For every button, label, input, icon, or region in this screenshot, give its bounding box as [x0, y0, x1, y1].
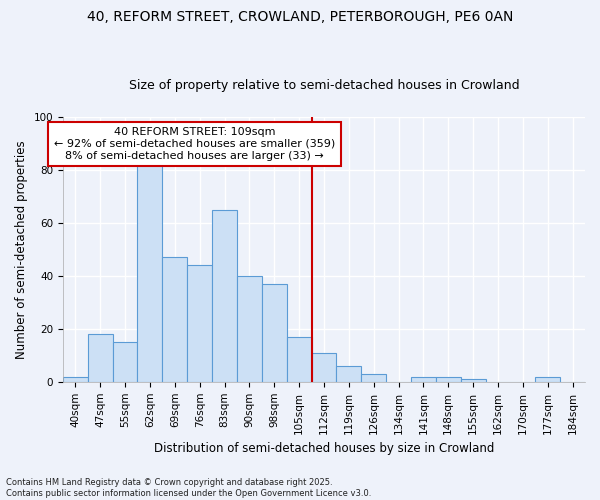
Bar [187, 265, 212, 382]
Text: 40 REFORM STREET: 109sqm
← 92% of semi-detached houses are smaller (359)
8% of s: 40 REFORM STREET: 109sqm ← 92% of semi-d… [54, 128, 335, 160]
Bar [63, 376, 88, 382]
Bar [237, 276, 262, 382]
Y-axis label: Number of semi-detached properties: Number of semi-detached properties [15, 140, 28, 358]
Bar [262, 284, 287, 382]
Bar [163, 257, 187, 382]
Bar [113, 342, 137, 382]
X-axis label: Distribution of semi-detached houses by size in Crowland: Distribution of semi-detached houses by … [154, 442, 494, 455]
Title: Size of property relative to semi-detached houses in Crowland: Size of property relative to semi-detach… [128, 79, 519, 92]
Text: 40, REFORM STREET, CROWLAND, PETERBOROUGH, PE6 0AN: 40, REFORM STREET, CROWLAND, PETERBOROUG… [87, 10, 513, 24]
Bar [212, 210, 237, 382]
Bar [361, 374, 386, 382]
Bar [311, 352, 337, 382]
Bar [411, 376, 436, 382]
Bar [535, 376, 560, 382]
Bar [88, 334, 113, 382]
Bar [337, 366, 361, 382]
Bar [436, 376, 461, 382]
Bar [137, 159, 163, 382]
Bar [287, 337, 311, 382]
Text: Contains HM Land Registry data © Crown copyright and database right 2025.
Contai: Contains HM Land Registry data © Crown c… [6, 478, 371, 498]
Bar [461, 379, 485, 382]
